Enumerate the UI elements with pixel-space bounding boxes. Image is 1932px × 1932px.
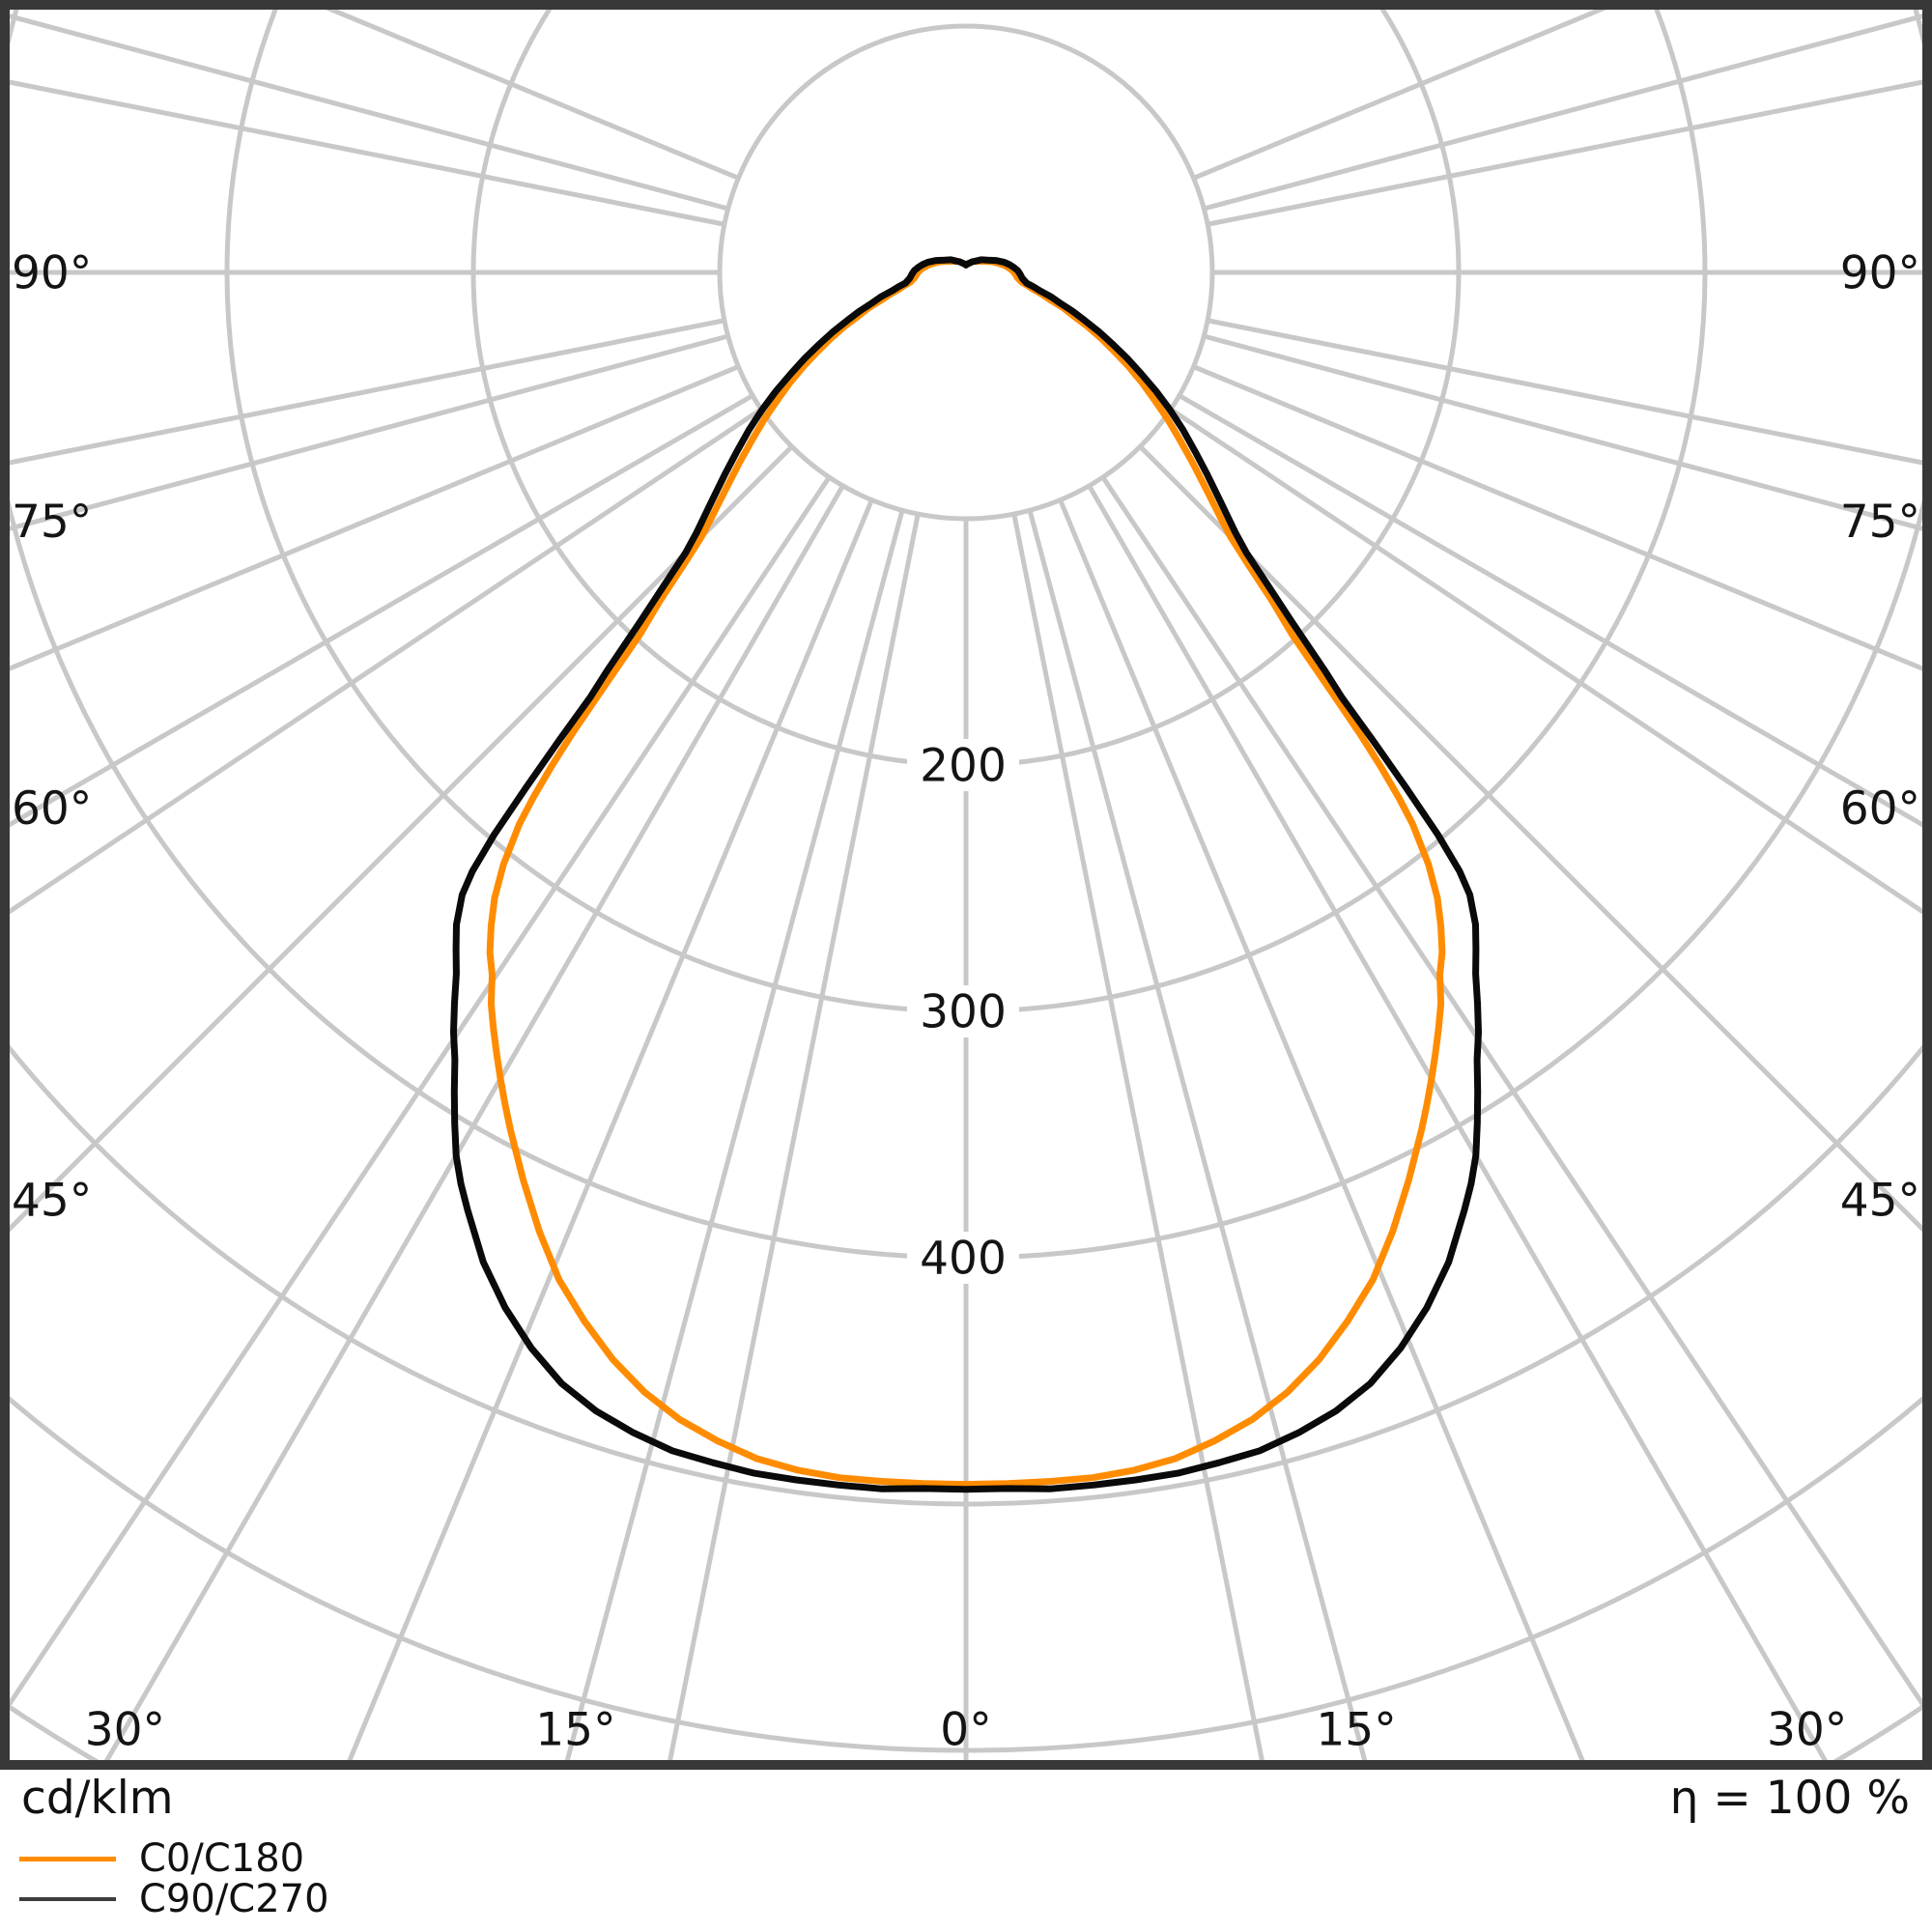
polar-grid-radial-line (10, 14, 729, 212)
angle-label-left: 60° (12, 782, 92, 836)
polar-grid-radial-line (1100, 475, 1922, 1709)
angle-label-bottom: 15° (1316, 1704, 1396, 1757)
ring-value-label: 300 (920, 986, 1007, 1039)
legend-label-c0-c180: C0/C180 (139, 1836, 305, 1881)
polar-grid-radial-line (10, 79, 725, 227)
angle-label-bottom: 15° (535, 1704, 615, 1757)
angle-label-left: 90° (12, 247, 92, 300)
angle-label-bottom: 30° (1767, 1704, 1847, 1757)
polar-grid-radial-line (1203, 14, 1922, 212)
legend-item-c0-c180: C0/C180 (19, 1836, 329, 1881)
ring-label-halo (907, 985, 1019, 1037)
efficiency-label: η = 100 % (1669, 1772, 1910, 1825)
angle-label-left: 75° (12, 496, 92, 549)
plot-border (0, 0, 1932, 1770)
polar-grid-radial-line (10, 475, 832, 1709)
angle-label-right: 60° (1840, 782, 1920, 836)
angle-label-bottom: 0° (940, 1704, 991, 1757)
polar-grid-radial-line (10, 393, 754, 828)
angle-label-right: 90° (1840, 247, 1920, 300)
legend-swatch-c0-c180 (19, 1856, 116, 1861)
polar-grid-radial-line (10, 318, 725, 466)
legend-item-c90-c270: C90/C270 (19, 1877, 329, 1921)
ring-label-halo (907, 739, 1019, 791)
legend-swatch-c90-c270 (19, 1897, 116, 1901)
polar-grid-radial-line (10, 364, 740, 671)
angle-label-left: 45° (12, 1175, 92, 1228)
polar-grid-radial-line (1192, 364, 1922, 671)
polar-grid-radial-line (1058, 498, 1585, 1760)
legend-label-c90-c270: C90/C270 (139, 1877, 329, 1921)
polar-grid-radial-line (1027, 509, 1368, 1760)
caption-row: cd/klm η = 100 % (21, 1774, 1910, 1824)
polar-grid-radial-line (1192, 10, 1607, 181)
angle-label-right: 75° (1840, 496, 1920, 549)
polar-grid-radial-line (1203, 333, 1922, 531)
polar-grid-radial-line (1087, 484, 1829, 1760)
angle-label-bottom: 30° (85, 1704, 165, 1757)
polar-grid-radial-line (668, 513, 921, 1760)
curve-c0-c180 (486, 257, 1446, 1489)
polar-grid-radial-line (1207, 318, 1922, 466)
polar-grid-radial-line (10, 407, 763, 915)
polar-grid-circle (717, 23, 1215, 522)
chart-legend: C0/C180 C90/C270 (19, 1836, 329, 1921)
polar-grid-radial-line (347, 498, 874, 1760)
polar-grid-radial-line (10, 444, 794, 1233)
curve-c90-c270 (450, 256, 1482, 1493)
polar-grid-radial-line (103, 484, 845, 1760)
ring-value-label: 200 (920, 740, 1007, 793)
ring-label-halo (907, 1232, 1019, 1284)
polar-grid-radial-line (1178, 393, 1922, 828)
polar-grid-radial-line (325, 10, 740, 181)
polar-grid-radial-line (1169, 407, 1922, 915)
intensity-unit-label: cd/klm (21, 1772, 174, 1825)
polar-grid-radial-line (1138, 444, 1922, 1233)
angle-label-right: 45° (1840, 1175, 1920, 1228)
ring-value-label: 400 (920, 1233, 1007, 1286)
polar-grid-radial-line (1011, 513, 1264, 1760)
polar-grid-radial-line (564, 509, 905, 1760)
polar-grid-radial-line (10, 333, 729, 531)
polar-grid-radial-line (1207, 79, 1922, 227)
